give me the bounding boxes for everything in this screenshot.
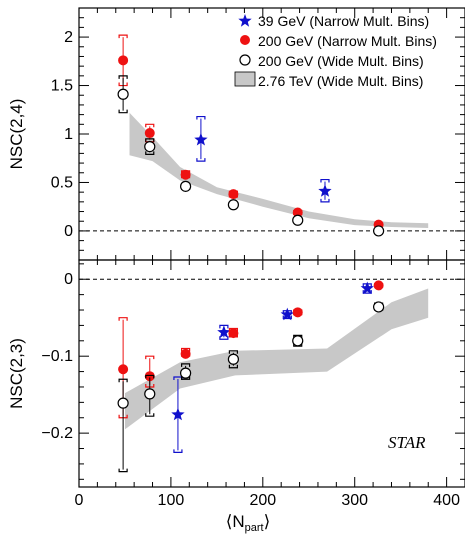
data-point-39gev [217, 325, 231, 338]
y-tick-label: −0.1 [41, 348, 73, 365]
data-point-200gev-wide [292, 335, 304, 347]
data-point-200gev-narrow [180, 348, 191, 359]
legend-entry-39gev: 39 GeV (Narrow Mult. Bins) [238, 13, 429, 29]
legend: 39 GeV (Narrow Mult. Bins) 200 GeV (Narr… [234, 13, 437, 89]
y-tick-label: 0.5 [51, 174, 73, 191]
data-point-200gev-wide [144, 141, 156, 153]
data-point-200gev-wide [144, 388, 156, 400]
tick-layer: −0.2 −0.1 0 0 100 200 300 400 [41, 260, 465, 509]
y-axis-title-top: NSC(2,4) [7, 99, 26, 170]
y-tick-label: 1 [64, 126, 73, 143]
y-tick-label: −0.2 [41, 425, 73, 442]
points-layer [117, 280, 385, 473]
x-axis-title-subscript: part [245, 522, 264, 534]
data-point-200gev-wide [227, 353, 239, 365]
data-point-200gev-wide [373, 301, 385, 313]
data-point-200gev-wide [373, 225, 385, 237]
data-point-200gev-narrow [180, 169, 191, 180]
data-point-200gev-narrow [144, 371, 155, 382]
panel-nsc23: −0.2 −0.1 0 0 100 200 300 400 NSC(2,3) STAR ⟨Np… [7, 259, 465, 534]
data-point-200gev-narrow [228, 328, 239, 339]
systematic-bracket [320, 178, 330, 203]
y-tick-label: 2 [64, 29, 73, 46]
y-tick-label: 1.5 [51, 78, 73, 95]
data-point-200gev-wide [117, 88, 129, 100]
y-tick-label: 0 [64, 271, 73, 288]
data-point-200gev-narrow [292, 307, 303, 318]
systematic-bracket [181, 363, 191, 380]
legend-star-marker [238, 14, 252, 27]
legend-band-swatch [234, 71, 256, 87]
data-point-200gev-narrow [292, 207, 303, 218]
legend-label: 2.76 TeV (Wide Mult. Bins) [258, 73, 423, 89]
data-point-39gev [280, 307, 294, 321]
legend-entry-200gev-narrow: 200 GeV (Narrow Mult. Bins) [240, 33, 437, 49]
systematic-bracket [118, 378, 128, 473]
panel-nsc24: 0 0.5 1 1.5 2 NSC(2,4) 39 GeV (Narrow Mult. … [7, 7, 465, 261]
systematic-bracket [196, 115, 206, 162]
band-2-76tev [129, 112, 429, 228]
data-point-39gev [318, 184, 332, 197]
legend-entry-276tev: 2.76 TeV (Wide Mult. Bins) [234, 71, 423, 89]
points-layer [117, 34, 385, 237]
legend-entry-200gev-wide: 200 GeV (Wide Mult. Bins) [239, 53, 424, 69]
y-tick-label: 0 [64, 223, 73, 240]
systematic-bracket [228, 350, 238, 369]
data-point-39gev [360, 281, 374, 295]
legend-filled-circle-marker [240, 35, 250, 45]
x-tick-label: 300 [341, 492, 368, 509]
x-tick-label: 200 [249, 492, 276, 509]
x-tick-label: 100 [158, 492, 185, 509]
tick-layer: 0 0.5 1 1.5 2 [51, 7, 465, 260]
data-point-200gev-narrow [228, 189, 239, 200]
systematic-bracket [145, 374, 155, 417]
data-point-200gev-narrow [373, 280, 384, 291]
y-axis-title-bottom: NSC(2,3) [7, 338, 26, 409]
data-point-200gev-narrow [144, 128, 155, 139]
band-layer [125, 288, 429, 430]
plot-frame-bottom [78, 259, 465, 488]
data-point-39gev [194, 132, 208, 146]
x-tick-label: 400 [433, 492, 460, 509]
data-point-39gev [171, 407, 185, 421]
data-point-200gev-narrow [118, 55, 129, 66]
band-layer [129, 112, 429, 228]
legend-label: 200 GeV (Narrow Mult. Bins) [258, 33, 437, 49]
data-point-200gev-wide [227, 199, 239, 211]
star-annotation: STAR [388, 433, 426, 452]
legend-open-circle-marker [239, 54, 251, 66]
data-point-200gev-wide [180, 180, 192, 192]
legend-label: 200 GeV (Wide Mult. Bins) [258, 53, 424, 69]
x-axis-title-close: ⟩ [264, 512, 271, 531]
systematic-bracket [118, 75, 128, 114]
data-point-200gev-wide [117, 397, 129, 409]
systematic-bracket [145, 138, 155, 155]
data-point-200gev-narrow [118, 364, 129, 375]
legend-label: 39 GeV (Narrow Mult. Bins) [258, 13, 429, 29]
x-tick-label: 0 [75, 492, 84, 509]
band-2-76tev [125, 288, 429, 430]
data-point-200gev-wide [180, 367, 192, 379]
x-axis-title: ⟨Npart⟩ [226, 512, 271, 534]
data-point-200gev-wide [292, 214, 304, 226]
